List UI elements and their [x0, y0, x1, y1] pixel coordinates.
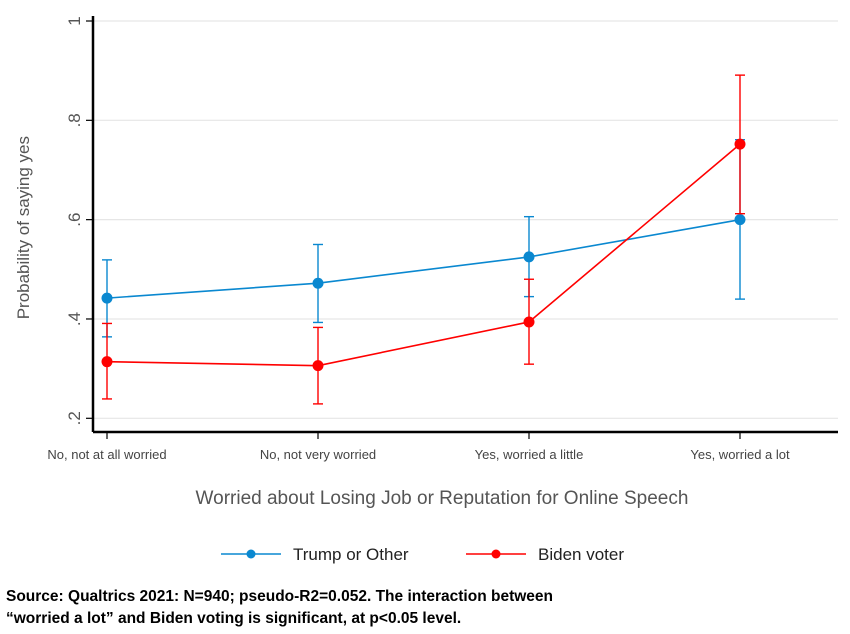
- data-point: [101, 292, 113, 304]
- series-line: [106, 143, 741, 367]
- series-line: [106, 218, 741, 299]
- y-tick-label: .2: [65, 411, 84, 425]
- y-tick-label: .4: [65, 312, 84, 326]
- data-point: [312, 277, 324, 289]
- x-tick-label: No, not at all worried: [47, 447, 166, 462]
- x-tick-label: No, not very worried: [260, 447, 376, 462]
- x-tick-label: Yes, worried a little: [475, 447, 584, 462]
- legend-marker: [246, 549, 256, 559]
- source-note-line-2: “worried a lot” and Biden voting is sign…: [6, 610, 462, 627]
- y-tick-label: .6: [65, 213, 84, 227]
- y-tick-label: .8: [65, 113, 84, 127]
- y-tick-label: 1: [65, 16, 84, 25]
- data-point: [734, 138, 746, 150]
- data-point: [312, 360, 324, 372]
- data-point: [734, 214, 746, 226]
- x-tick-label: Yes, worried a lot: [690, 447, 790, 462]
- data-point: [101, 356, 113, 368]
- y-axis-label: Probability of saying yes: [14, 136, 33, 319]
- legend-label: Biden voter: [538, 545, 624, 564]
- legend-label: Trump or Other: [293, 545, 409, 564]
- data-point: [523, 316, 535, 328]
- chart: .2 .4 .6 .8 1 No, not at all worried No, not v…: [14, 16, 838, 564]
- legend-marker: [491, 549, 501, 559]
- data-point: [523, 251, 535, 263]
- source-note-line-1: Source: Qualtrics 2021: N=940; pseudo-R2…: [6, 588, 553, 605]
- source-note: Source: Qualtrics 2021: N=940; pseudo-R2…: [6, 586, 553, 630]
- x-axis-label: Worried about Losing Job or Reputation f…: [196, 488, 689, 509]
